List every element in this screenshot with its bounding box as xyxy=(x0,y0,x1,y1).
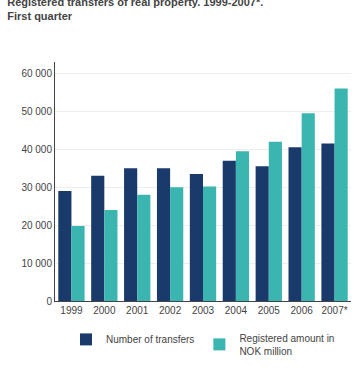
svg-text:10 000: 10 000 xyxy=(21,258,52,269)
svg-text:40 000: 40 000 xyxy=(21,144,52,155)
svg-text:2000: 2000 xyxy=(93,305,116,316)
svg-text:Registered amount inNOK millio: Registered amount inNOK million xyxy=(239,333,334,357)
svg-text:Registered transfers of real p: Registered transfers of real property. 1… xyxy=(7,0,263,22)
svg-text:2007*: 2007* xyxy=(321,305,347,316)
svg-text:2004: 2004 xyxy=(225,305,248,316)
svg-text:50 000: 50 000 xyxy=(21,106,52,117)
svg-text:1999: 1999 xyxy=(60,305,83,316)
svg-text:2006: 2006 xyxy=(291,305,314,316)
svg-text:30 000: 30 000 xyxy=(21,182,52,193)
svg-text:2001: 2001 xyxy=(126,305,149,316)
svg-text:2003: 2003 xyxy=(192,305,215,316)
svg-text:20 000: 20 000 xyxy=(21,220,52,231)
svg-text:2002: 2002 xyxy=(159,305,182,316)
svg-text:Number of transfers: Number of transfers xyxy=(106,334,194,345)
svg-text:60 000: 60 000 xyxy=(21,68,52,79)
svg-text:2005: 2005 xyxy=(258,305,281,316)
svg-text:0: 0 xyxy=(46,296,52,307)
